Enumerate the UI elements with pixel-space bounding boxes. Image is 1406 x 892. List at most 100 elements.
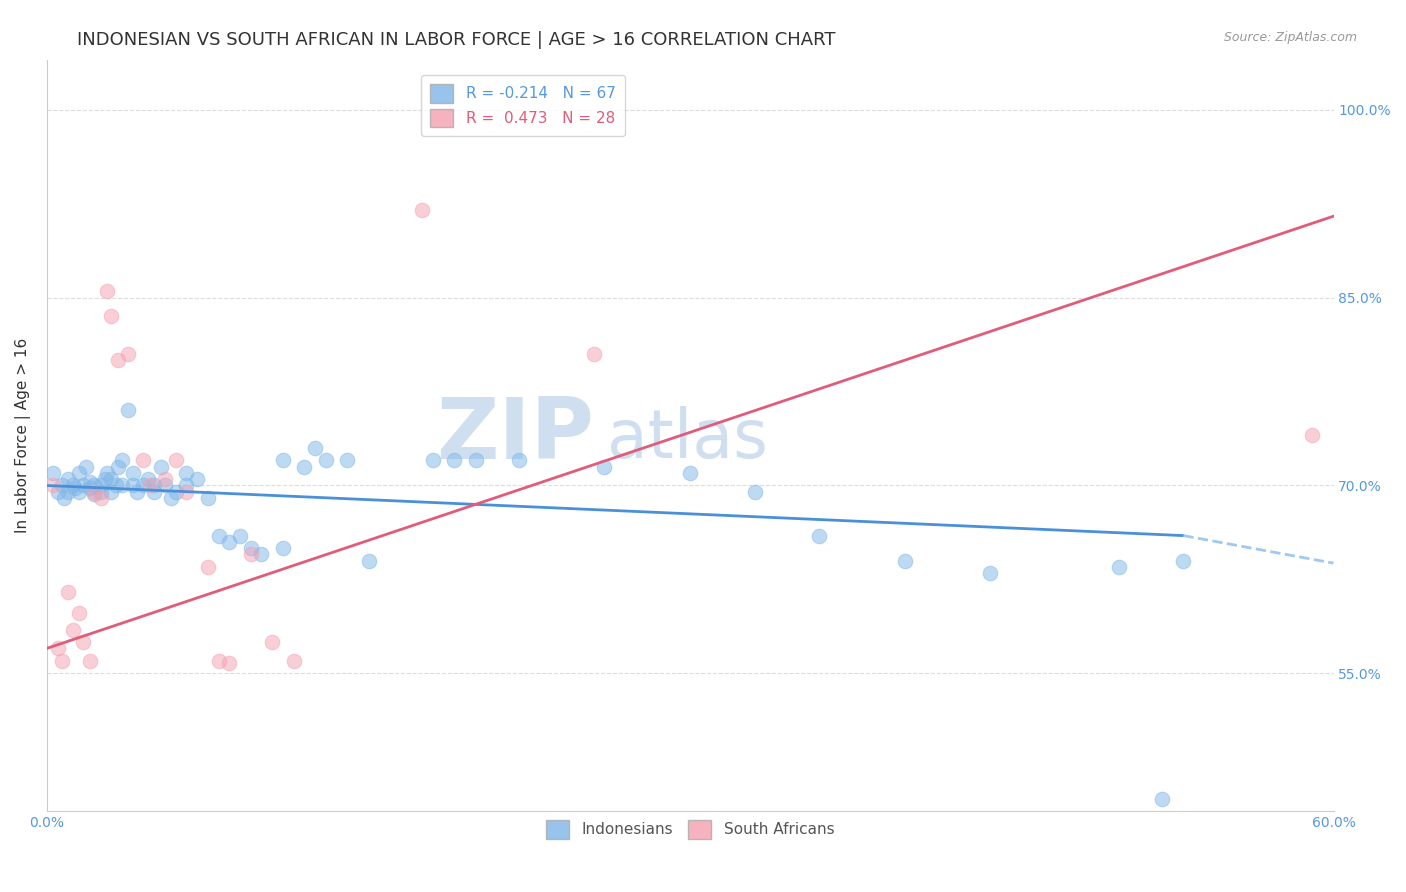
Point (411, 202, 433, 217)
Point (58, 472, 80, 486)
Point (153, 478, 176, 492)
Text: INDONESIAN VS SOUTH AFRICAN IN LABOR FORCE | AGE > 16 CORRELATION CHART: INDONESIAN VS SOUTH AFRICAN IN LABOR FOR… (77, 31, 835, 49)
Point (165, 484, 187, 499)
Point (744, 484, 766, 499)
Point (218, 534, 240, 549)
Point (51, 478, 73, 492)
Point (62, 478, 84, 492)
Point (117, 403, 139, 417)
Text: atlas: atlas (606, 406, 768, 472)
Point (357, 554, 380, 568)
Point (229, 528, 252, 542)
Point (1108, 560, 1130, 574)
Point (197, 491, 219, 505)
Point (250, 548, 273, 562)
Point (90, 491, 112, 505)
Point (464, 453, 486, 467)
Text: Source: ZipAtlas.com: Source: ZipAtlas.com (1223, 31, 1357, 45)
Point (593, 459, 616, 474)
Point (582, 347, 605, 361)
Point (239, 548, 262, 562)
Point (83, 484, 105, 499)
Point (111, 453, 134, 467)
Point (207, 528, 229, 542)
Point (79, 654, 101, 668)
Point (104, 478, 127, 492)
Point (125, 484, 148, 499)
Point (679, 466, 702, 480)
Y-axis label: In Labor Force | Age > 16: In Labor Force | Age > 16 (15, 338, 31, 533)
Point (132, 478, 155, 492)
Point (239, 541, 262, 555)
Text: ZIP: ZIP (436, 394, 593, 477)
Point (176, 466, 198, 480)
Point (443, 453, 465, 467)
Point (143, 478, 166, 492)
Point (53, 491, 76, 505)
Point (42, 466, 65, 480)
Point (90, 478, 112, 492)
Point (83, 487, 105, 501)
Point (100, 472, 122, 486)
Point (176, 484, 198, 499)
Point (107, 353, 129, 368)
Point (58, 585, 80, 599)
Point (121, 466, 143, 480)
Point (46, 484, 69, 499)
Point (807, 528, 830, 542)
Point (136, 472, 159, 486)
Point (1301, 428, 1323, 442)
Point (139, 478, 162, 492)
Legend: Indonesians, South Africans: Indonesians, South Africans (540, 814, 841, 845)
Point (165, 453, 187, 467)
Point (79, 475, 101, 489)
Point (197, 560, 219, 574)
Point (304, 441, 326, 455)
Point (1173, 554, 1195, 568)
Point (422, 453, 444, 467)
Point (107, 459, 129, 474)
Point (90, 484, 112, 499)
Point (62, 623, 84, 637)
Point (83, 478, 105, 492)
Point (67, 607, 90, 621)
Point (67, 466, 90, 480)
Point (207, 654, 229, 668)
Point (79, 481, 101, 495)
Point (75, 459, 97, 474)
Point (218, 657, 240, 671)
Point (117, 347, 139, 361)
Point (283, 654, 305, 668)
Point (67, 484, 90, 499)
Point (271, 453, 294, 467)
Point (160, 491, 183, 505)
Point (292, 459, 315, 474)
Point (111, 478, 134, 492)
Point (63, 481, 86, 495)
Point (121, 478, 143, 492)
Point (149, 459, 172, 474)
Point (96, 285, 118, 299)
Point (100, 484, 122, 499)
Point (58, 484, 80, 499)
Point (979, 566, 1001, 581)
Point (336, 453, 359, 467)
Point (72, 635, 94, 649)
Point (1150, 791, 1173, 805)
Point (132, 453, 155, 467)
Point (262, 635, 284, 649)
Point (508, 453, 530, 467)
Point (186, 472, 208, 486)
Point (271, 541, 294, 555)
Point (96, 466, 118, 480)
Point (46, 641, 69, 656)
Point (72, 478, 94, 492)
Point (94, 472, 117, 486)
Point (51, 654, 73, 668)
Point (176, 478, 198, 492)
Point (315, 453, 337, 467)
Point (42, 478, 65, 492)
Point (893, 554, 915, 568)
Point (143, 484, 166, 499)
Point (100, 310, 122, 324)
